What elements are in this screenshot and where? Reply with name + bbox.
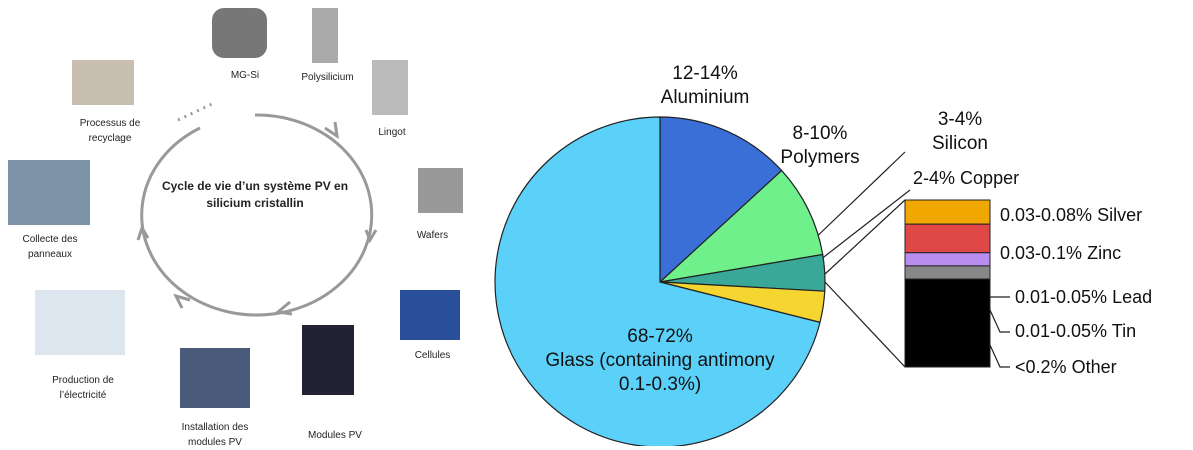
category-label: Silver <box>1097 205 1143 225</box>
leader-lines <box>807 151 1010 368</box>
value-label: 12-14% <box>672 63 738 84</box>
pie-slice <box>658 169 824 283</box>
stage-icons <box>8 8 463 408</box>
stage-label: Modules PV <box>308 430 362 441</box>
bar-label: <0.2% Other <box>1015 357 1117 378</box>
bar-segment <box>904 278 991 368</box>
category-label: Zinc <box>1087 243 1122 263</box>
bar-segment <box>904 199 991 225</box>
stage-label: Processus de recyclage <box>79 118 141 144</box>
bar-label: 0.01-0.05% Tin <box>1015 321 1136 342</box>
bar-label: 0.01-0.05% Lead <box>1015 287 1152 308</box>
category-label: Silicon <box>932 133 988 154</box>
bar-label: 0.03-0.1% Zinc <box>1000 243 1121 264</box>
stage-label: Cellules <box>414 350 451 361</box>
category-label: Polymers <box>780 147 860 168</box>
stage-label: Production de l’électricité <box>52 375 114 401</box>
value-label: 0.01-0.05% <box>1015 287 1108 307</box>
value-label: 68-72% <box>627 326 693 347</box>
value-label: 8-10% <box>792 123 848 144</box>
stage-label: MG-Si <box>230 70 260 81</box>
value-label: 0.03-0.08% <box>1000 205 1093 225</box>
category-label: Copper <box>960 168 1020 188</box>
value-label: <0.2% <box>1015 357 1067 377</box>
value-label: 0.01-0.05% <box>1015 321 1108 341</box>
value-label: 2-4% <box>913 168 956 188</box>
cycle-title: Cycle de vie d’un système PV en silicium… <box>161 179 349 210</box>
pie-slice <box>494 116 821 446</box>
category-label: Other <box>1071 357 1117 377</box>
cycle-arc <box>140 113 374 317</box>
pie-slice <box>659 116 783 284</box>
pie-label: 2-4% Copper <box>913 168 1019 189</box>
value-label: 3-4% <box>937 109 983 130</box>
stage-label: Collecte des panneaux <box>22 234 78 260</box>
value-label: 0.03-0.1% <box>1000 243 1083 263</box>
bar-label: 0.03-0.08% Silver <box>1000 205 1142 226</box>
stage-label: Wafers <box>416 230 449 241</box>
category-label: Lead <box>1112 287 1153 307</box>
cycle-dots <box>177 102 213 122</box>
category-label: Glass (containing antimony 0.1-0.3%) <box>545 350 775 395</box>
category-label: Tin <box>1111 321 1137 341</box>
bar-segment <box>904 223 991 254</box>
stage-label: Polysilicium <box>301 72 354 83</box>
stage-label: Lingot <box>378 127 406 138</box>
bar-segment <box>904 265 991 280</box>
cycle-arrows <box>136 121 378 316</box>
stage-label: Installation des modules PV <box>181 422 249 448</box>
bar-segment <box>904 252 991 267</box>
category-label: Aluminium <box>660 87 750 108</box>
